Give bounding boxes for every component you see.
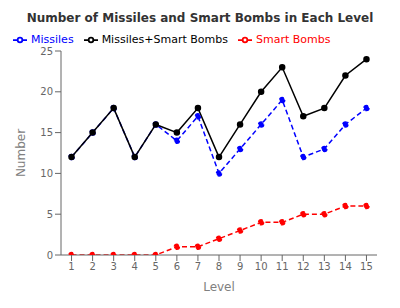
svg-text:20: 20	[40, 86, 53, 97]
html-text:Smart Bombs: Smart Bombs	[255, 33, 331, 46]
svg-text:25: 25	[40, 46, 53, 57]
svg-text:10: 10	[255, 261, 268, 272]
svg-text:Number: Number	[14, 129, 28, 177]
svg-text:4: 4	[132, 261, 138, 272]
svg-text:5: 5	[47, 209, 53, 220]
html-text:Missiles: Missiles	[31, 33, 74, 46]
svg-text:14: 14	[339, 261, 352, 272]
svg-text:5: 5	[153, 261, 159, 272]
svg-text:13: 13	[318, 261, 331, 272]
svg-text:2: 2	[89, 261, 95, 272]
svg-text:9: 9	[237, 261, 243, 272]
svg-text:1: 1	[68, 261, 74, 272]
svg-text:15: 15	[40, 127, 53, 138]
svg-text:6: 6	[174, 261, 180, 272]
html-text:Missiles+Smart Bombs: Missiles+Smart Bombs	[101, 33, 228, 46]
svg-text:15: 15	[360, 261, 373, 272]
svg-text:0: 0	[47, 250, 53, 261]
svg-text:Level: Level	[203, 280, 235, 294]
svg-text:11: 11	[276, 261, 289, 272]
svg-text:8: 8	[216, 261, 222, 272]
svg-text:7: 7	[195, 261, 201, 272]
html-text:Number of Missiles and Smart B: Number of Missiles and Smart Bombs in Ea…	[26, 11, 374, 25]
svg-text:3: 3	[110, 261, 116, 272]
svg-text:10: 10	[40, 168, 53, 179]
svg-text:12: 12	[297, 261, 310, 272]
